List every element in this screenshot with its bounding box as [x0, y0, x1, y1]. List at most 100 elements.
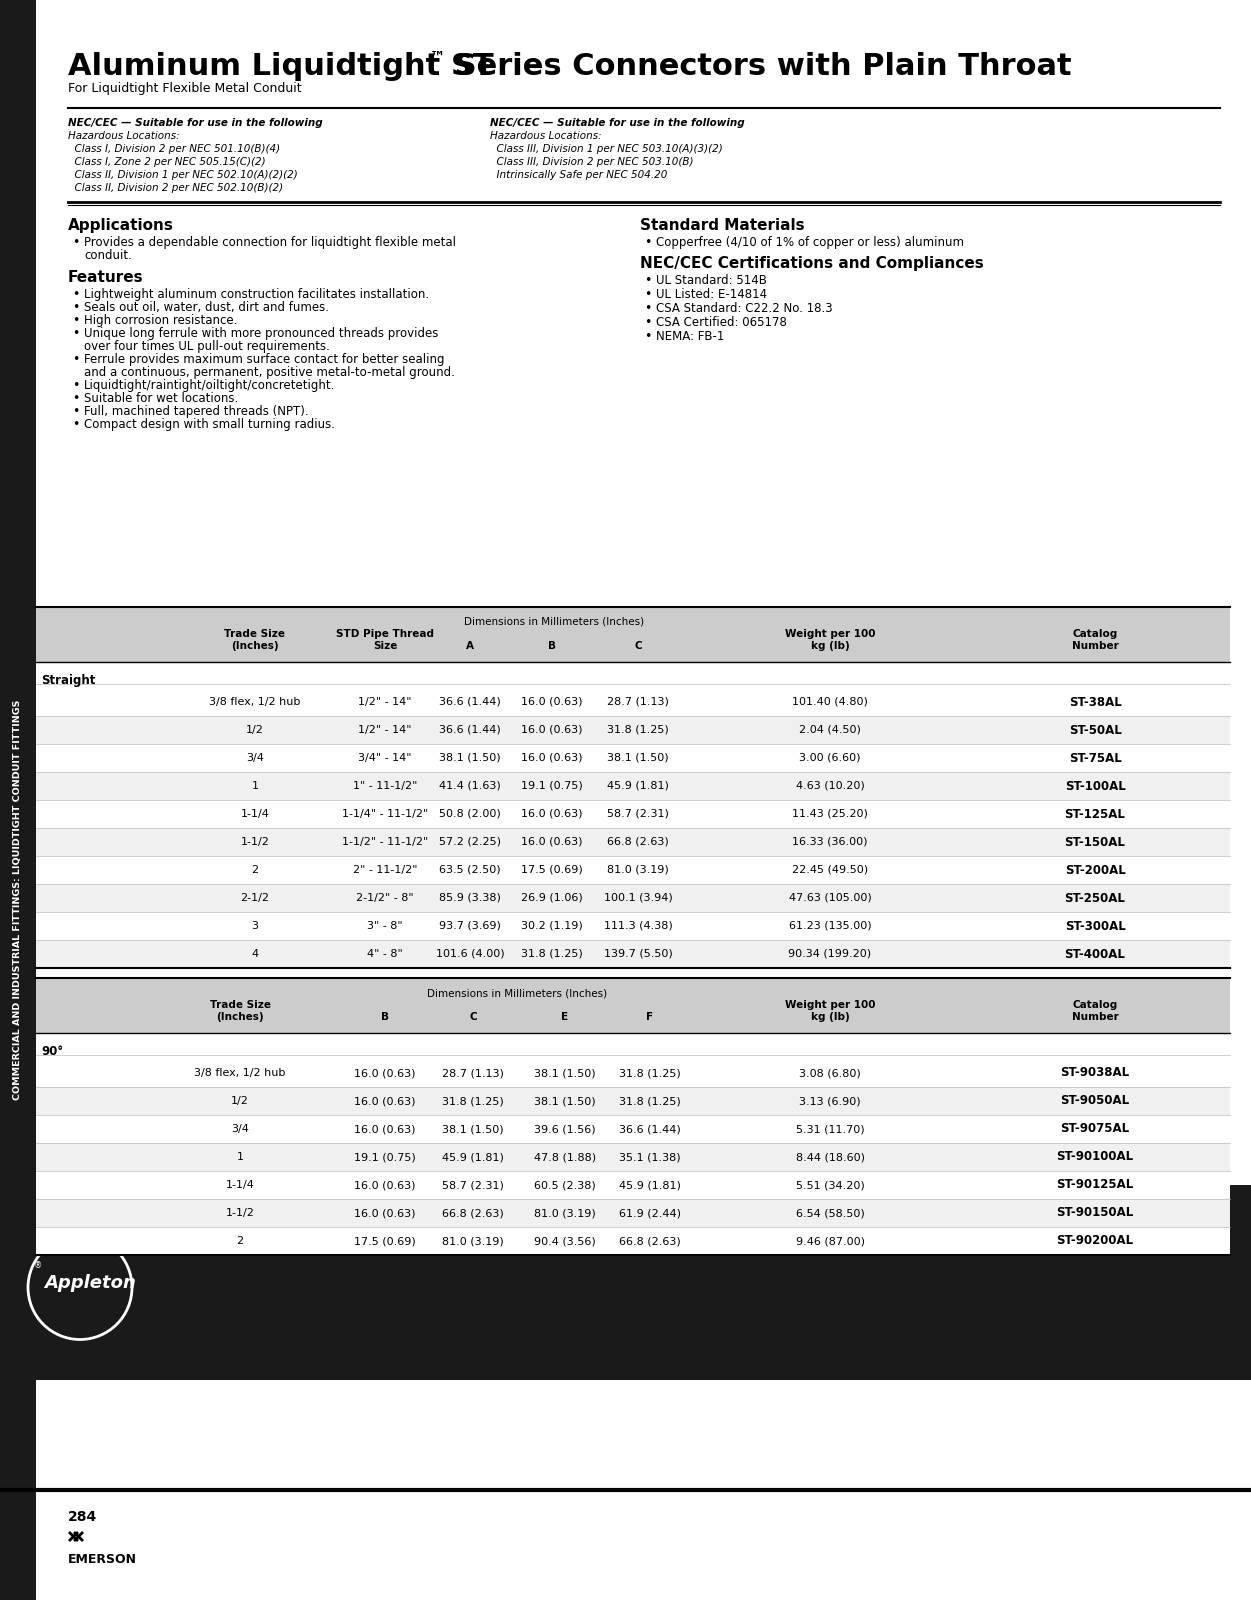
- Text: •: •: [73, 314, 79, 326]
- Text: 45.9 (1.81): 45.9 (1.81): [607, 781, 669, 790]
- Text: 31.8 (1.25): 31.8 (1.25): [607, 725, 669, 734]
- Text: ST-90100AL: ST-90100AL: [1056, 1150, 1133, 1163]
- Text: 38.1 (1.50): 38.1 (1.50): [534, 1096, 595, 1106]
- Text: 38.1 (1.50): 38.1 (1.50): [439, 754, 500, 763]
- Text: 47.8 (1.88): 47.8 (1.88): [534, 1152, 595, 1162]
- Text: 66.8 (2.63): 66.8 (2.63): [607, 837, 669, 846]
- Text: Suitable for wet locations.: Suitable for wet locations.: [84, 392, 238, 405]
- Text: 16.0 (0.63): 16.0 (0.63): [354, 1096, 415, 1106]
- Text: 19.1 (0.75): 19.1 (0.75): [522, 781, 583, 790]
- Text: Class I, Division 2 per NEC 501.10(B)(4): Class I, Division 2 per NEC 501.10(B)(4): [68, 144, 280, 154]
- Text: 6.54 (58.50): 6.54 (58.50): [796, 1208, 864, 1218]
- Text: 16.0 (0.63): 16.0 (0.63): [522, 837, 583, 846]
- Text: conduit.: conduit.: [84, 250, 131, 262]
- Text: Lightweight aluminum construction facilitates installation.: Lightweight aluminum construction facili…: [84, 288, 429, 301]
- Text: Class II, Division 2 per NEC 502.10(B)(2): Class II, Division 2 per NEC 502.10(B)(2…: [68, 182, 283, 194]
- Text: Catalog: Catalog: [1072, 629, 1117, 638]
- Text: Seals out oil, water, dust, dirt and fumes.: Seals out oil, water, dust, dirt and fum…: [84, 301, 329, 314]
- Text: 2: 2: [251, 866, 259, 875]
- Text: 81.0 (3.19): 81.0 (3.19): [607, 866, 669, 875]
- Text: 16.0 (0.63): 16.0 (0.63): [354, 1208, 415, 1218]
- Text: 19.1 (0.75): 19.1 (0.75): [354, 1152, 415, 1162]
- Bar: [36, 1171, 1230, 1198]
- Text: 1/2: 1/2: [246, 725, 264, 734]
- Text: 1: 1: [251, 781, 259, 790]
- Text: 111.3 (4.38): 111.3 (4.38): [604, 922, 672, 931]
- Bar: [36, 883, 1230, 912]
- Text: 1-1/4: 1-1/4: [240, 810, 269, 819]
- Text: EMERSON: EMERSON: [68, 1554, 138, 1566]
- Text: •: •: [73, 354, 79, 366]
- Text: Unique long ferrule with more pronounced threads provides: Unique long ferrule with more pronounced…: [84, 326, 438, 341]
- Text: Number: Number: [1072, 1013, 1118, 1022]
- Text: and a continuous, permanent, positive metal-to-metal ground.: and a continuous, permanent, positive me…: [84, 366, 455, 379]
- Text: 3: 3: [251, 922, 259, 931]
- Text: •: •: [73, 301, 79, 314]
- Text: 81.0 (3.19): 81.0 (3.19): [534, 1208, 595, 1218]
- Text: Series Connectors with Plain Throat: Series Connectors with Plain Throat: [444, 51, 1072, 82]
- Text: 38.1 (1.50): 38.1 (1.50): [534, 1069, 595, 1078]
- Text: 17.5 (0.69): 17.5 (0.69): [354, 1235, 415, 1246]
- Text: Hazardous Locations:: Hazardous Locations:: [490, 131, 602, 141]
- Text: 90°: 90°: [41, 1045, 63, 1058]
- Bar: [0, 1186, 1251, 1379]
- Text: •: •: [73, 326, 79, 341]
- Text: ST-150AL: ST-150AL: [1065, 835, 1126, 848]
- Text: 3.13 (6.90): 3.13 (6.90): [799, 1096, 861, 1106]
- Text: 30.2 (1.19): 30.2 (1.19): [522, 922, 583, 931]
- Text: 22.45 (49.50): 22.45 (49.50): [792, 866, 868, 875]
- Text: ST-200AL: ST-200AL: [1065, 864, 1126, 877]
- Text: High corrosion resistance.: High corrosion resistance.: [84, 314, 238, 326]
- Text: Copperfree (4/10 of 1% of copper or less) aluminum: Copperfree (4/10 of 1% of copper or less…: [656, 235, 965, 250]
- Text: 1-1/2" - 11-1/2": 1-1/2" - 11-1/2": [342, 837, 428, 846]
- Text: •: •: [644, 330, 652, 342]
- Text: 28.7 (1.13): 28.7 (1.13): [442, 1069, 504, 1078]
- Text: Straight: Straight: [41, 674, 95, 686]
- Text: Liquidtight/raintight/oiltight/concretetight.: Liquidtight/raintight/oiltight/concretet…: [84, 379, 335, 392]
- Text: Class II, Division 1 per NEC 502.10(A)(2)(2): Class II, Division 1 per NEC 502.10(A)(2…: [68, 170, 298, 179]
- Text: Class III, Division 2 per NEC 503.10(B): Class III, Division 2 per NEC 503.10(B): [490, 157, 693, 166]
- Text: NEC/CEC Certifications and Compliances: NEC/CEC Certifications and Compliances: [641, 256, 983, 270]
- Text: •: •: [73, 392, 79, 405]
- Text: ST-125AL: ST-125AL: [1065, 808, 1126, 821]
- Text: •: •: [73, 379, 79, 392]
- Text: 5.51 (34.20): 5.51 (34.20): [796, 1181, 864, 1190]
- Text: Full, machined tapered threads (NPT).: Full, machined tapered threads (NPT).: [84, 405, 309, 418]
- Text: 61.23 (135.00): 61.23 (135.00): [788, 922, 871, 931]
- Text: COMMERCIAL AND INDUSTRIAL FITTINGS: LIQUIDTIGHT CONDUIT FITTINGS: COMMERCIAL AND INDUSTRIAL FITTINGS: LIQU…: [14, 699, 23, 1101]
- Bar: [36, 688, 1230, 717]
- Text: 3/4" - 14": 3/4" - 14": [358, 754, 412, 763]
- Text: 45.9 (1.81): 45.9 (1.81): [619, 1181, 681, 1190]
- Text: 58.7 (2.31): 58.7 (2.31): [442, 1181, 504, 1190]
- Text: Aluminum Liquidtight ST: Aluminum Liquidtight ST: [68, 51, 494, 82]
- Text: 4.63 (10.20): 4.63 (10.20): [796, 781, 864, 790]
- Text: 90.4 (3.56): 90.4 (3.56): [534, 1235, 595, 1246]
- Text: Weight per 100: Weight per 100: [784, 1000, 876, 1010]
- Bar: [0, 0, 36, 1600]
- Text: Weight per 100: Weight per 100: [784, 629, 876, 638]
- Text: •: •: [644, 235, 652, 250]
- Bar: [36, 1198, 1230, 1227]
- Bar: [36, 856, 1230, 883]
- Text: kg (lb): kg (lb): [811, 642, 849, 651]
- Text: •: •: [644, 274, 652, 286]
- Text: UL Standard: 514B: UL Standard: 514B: [656, 274, 767, 286]
- Text: ST-75AL: ST-75AL: [1068, 752, 1121, 765]
- Text: 11.43 (25.20): 11.43 (25.20): [792, 810, 868, 819]
- Text: Dimensions in Millimeters (Inches): Dimensions in Millimeters (Inches): [428, 987, 608, 998]
- Text: ST-250AL: ST-250AL: [1065, 891, 1126, 904]
- Text: C: C: [469, 1013, 477, 1022]
- Bar: [36, 1227, 1230, 1254]
- Text: 3.08 (6.80): 3.08 (6.80): [799, 1069, 861, 1078]
- Text: ST-400AL: ST-400AL: [1065, 947, 1126, 960]
- Text: 45.9 (1.81): 45.9 (1.81): [442, 1152, 504, 1162]
- Text: 90.34 (199.20): 90.34 (199.20): [788, 949, 872, 958]
- Text: 85.9 (3.38): 85.9 (3.38): [439, 893, 500, 902]
- Bar: [36, 912, 1230, 939]
- Text: 16.33 (36.00): 16.33 (36.00): [792, 837, 868, 846]
- Text: 17.5 (0.69): 17.5 (0.69): [522, 866, 583, 875]
- Bar: [36, 1086, 1230, 1115]
- Text: kg (lb): kg (lb): [811, 1013, 849, 1022]
- Text: C: C: [634, 642, 642, 651]
- Text: 139.7 (5.50): 139.7 (5.50): [604, 949, 672, 958]
